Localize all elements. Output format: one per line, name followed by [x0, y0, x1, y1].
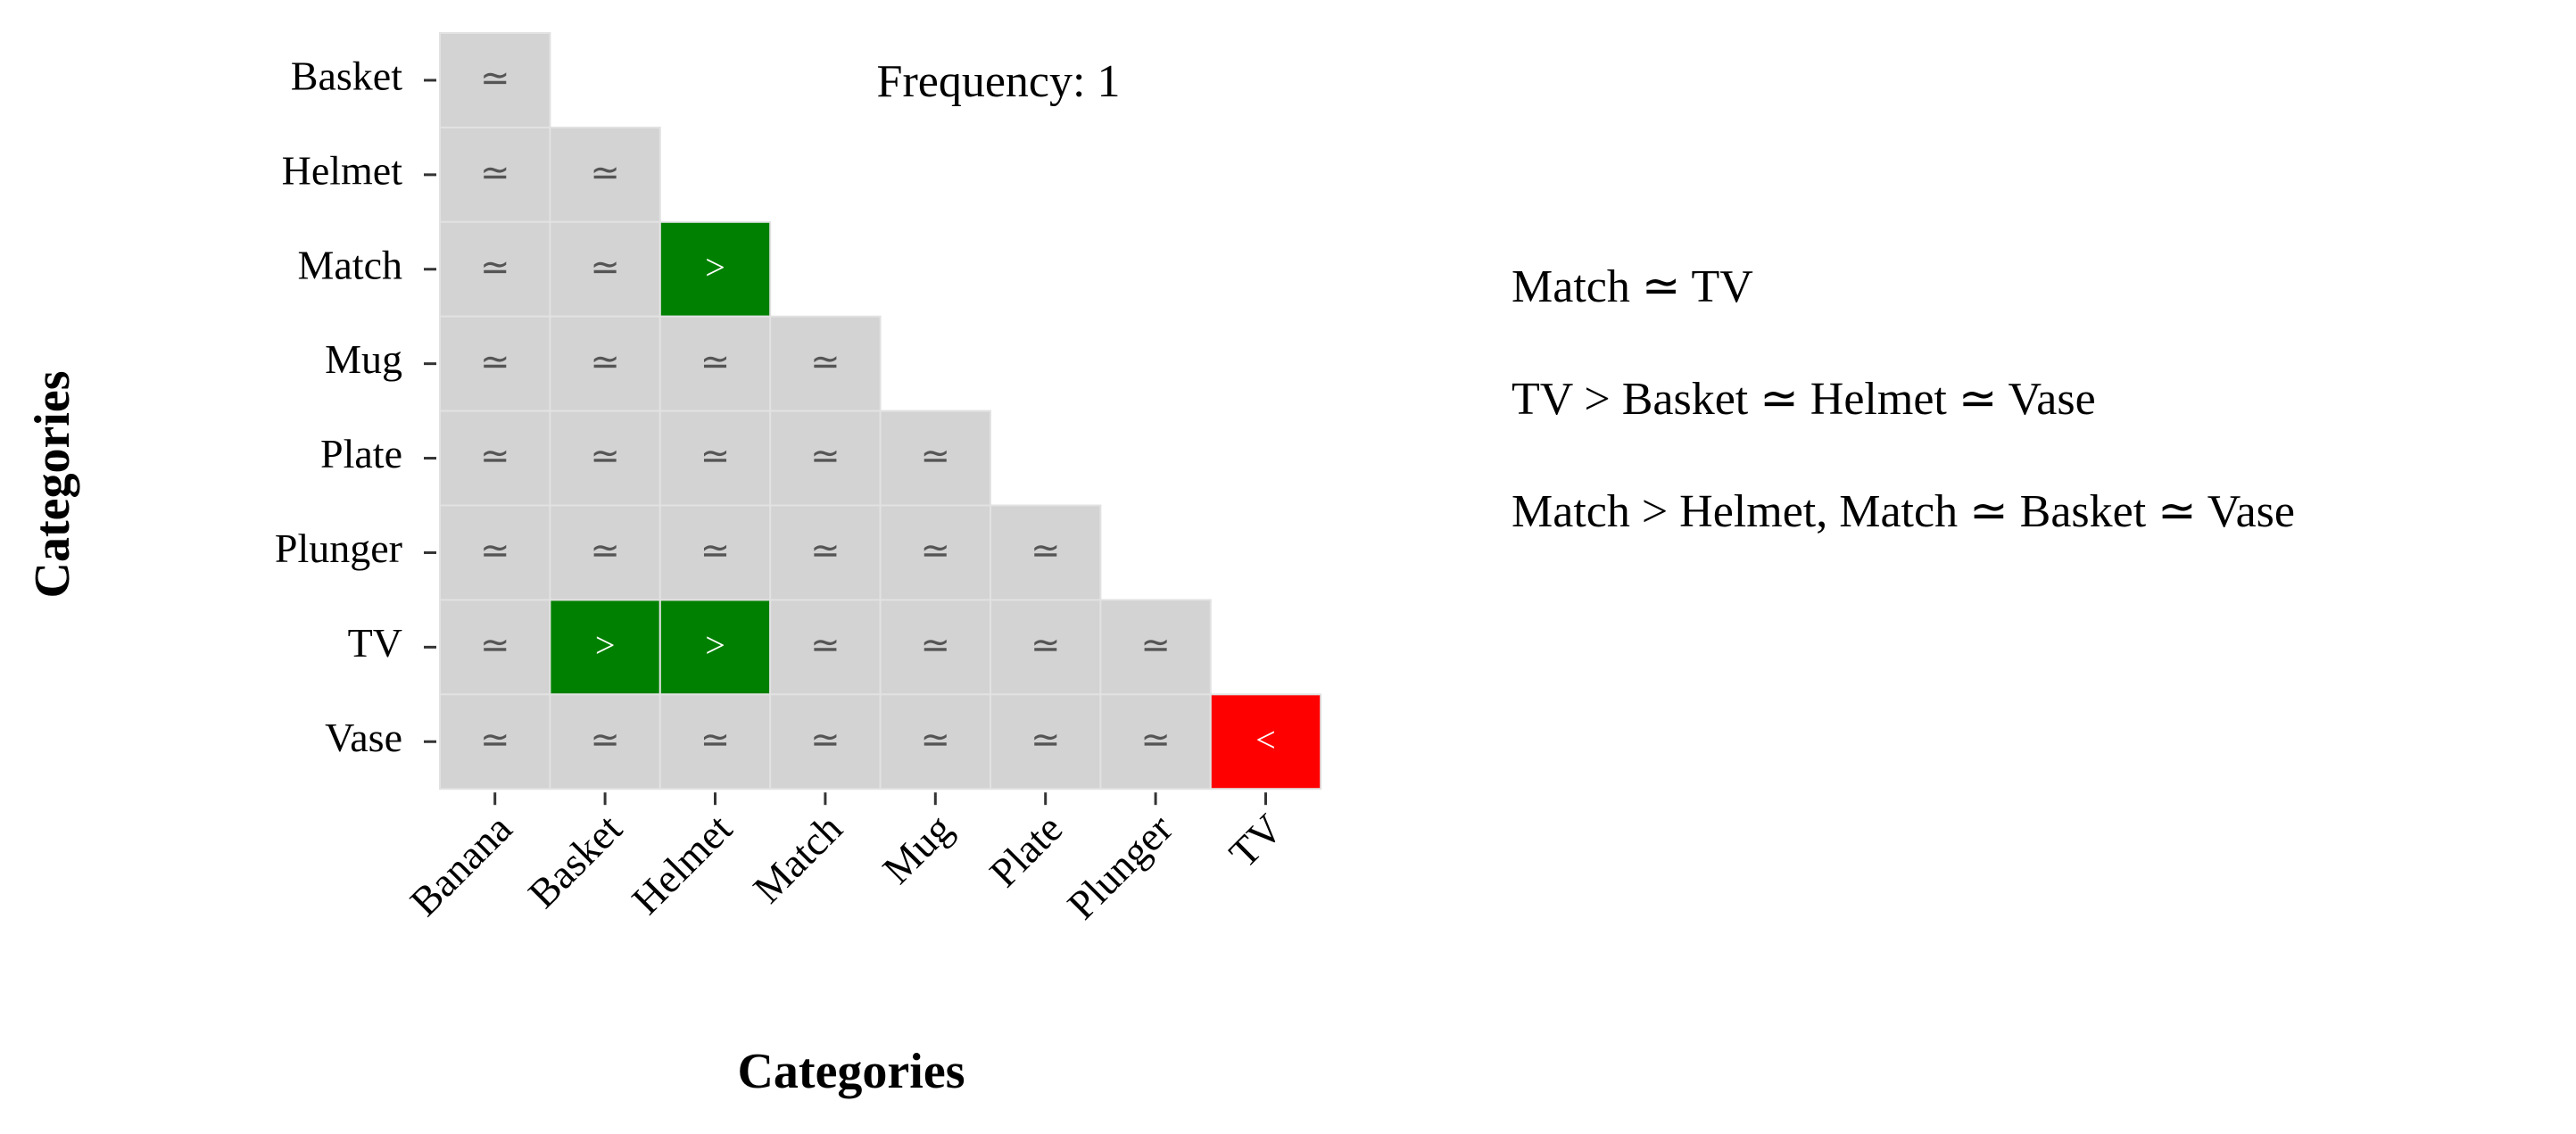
cell	[658, 410, 772, 507]
cell-label: ≃	[921, 625, 951, 666]
summary-line: TV > Basket ≃ Helmet ≃ Vase	[1512, 374, 2096, 425]
cell	[1099, 599, 1212, 696]
cell-label: ≃	[590, 531, 620, 571]
cell	[769, 315, 882, 412]
cell-label: ≃	[480, 719, 510, 759]
cell-label: ≃	[921, 531, 951, 571]
y-tick-label: TV	[348, 620, 402, 666]
cell	[658, 315, 772, 412]
summary-line: Match ≃ TV	[1512, 261, 1753, 312]
cell	[879, 599, 991, 696]
cell-label: ≃	[1140, 719, 1171, 759]
y-tick-label: Match	[297, 242, 402, 287]
cell-label: ≃	[480, 531, 510, 571]
cell-label: ≃	[700, 719, 731, 759]
cell-label: ≃	[1031, 531, 1061, 571]
cell-label: ≃	[480, 625, 510, 666]
cell	[879, 693, 991, 790]
cell-label: ≃	[590, 436, 620, 476]
y-axis-title: Categories	[25, 370, 80, 598]
cell-label: >	[595, 625, 616, 666]
cell-label: ≃	[700, 531, 731, 571]
cell-label: >	[705, 247, 725, 287]
cell	[769, 599, 882, 696]
annotation: Frequency: 1	[877, 56, 1121, 107]
cell	[658, 693, 772, 790]
cell-label: ≃	[1031, 719, 1061, 759]
cell	[549, 599, 661, 696]
y-tick-label: Vase	[325, 715, 402, 760]
y-tick-label: Basket	[291, 54, 402, 99]
cell	[769, 504, 882, 601]
cell-label: ≃	[700, 436, 731, 476]
cell	[1099, 693, 1212, 790]
cell-label: ≃	[1031, 625, 1061, 666]
cell-label: ≃	[480, 58, 510, 98]
cell-label: <	[1255, 719, 1276, 759]
y-tick-label: Plate	[320, 431, 402, 476]
cell	[439, 693, 551, 790]
cell	[879, 410, 991, 507]
cell-label: ≃	[590, 719, 620, 759]
cell-label: ≃	[700, 342, 731, 382]
cell-label: ≃	[480, 247, 510, 287]
cell	[1209, 693, 1322, 790]
y-tick-label: Mug	[325, 336, 402, 382]
cell-label: ≃	[480, 153, 510, 193]
cell	[549, 315, 661, 412]
y-tick-label: Plunger	[275, 526, 402, 571]
cell	[439, 126, 551, 223]
x-axis-title: Categories	[737, 1044, 965, 1099]
cell-label: ≃	[480, 342, 510, 382]
cell	[549, 410, 661, 507]
cell	[439, 504, 551, 601]
cell-label: ≃	[810, 531, 841, 571]
cell-label: ≃	[1140, 625, 1171, 666]
cell	[658, 504, 772, 601]
cell	[769, 410, 882, 507]
cell-label: ≃	[590, 247, 620, 287]
cell-label: ≃	[810, 342, 841, 382]
cell-label: >	[705, 625, 725, 666]
cell-label: ≃	[810, 625, 841, 666]
cell	[439, 32, 551, 128]
cell	[549, 693, 661, 790]
cell	[990, 504, 1102, 601]
cell-label: ≃	[810, 719, 841, 759]
cell-label: ≃	[810, 436, 841, 476]
summary-line: Match > Helmet, Match ≃ Basket ≃ Vase	[1512, 486, 2295, 537]
cell	[549, 504, 661, 601]
cell	[439, 599, 551, 696]
cell-label: ≃	[480, 436, 510, 476]
cell-label: ≃	[921, 719, 951, 759]
cell-label: ≃	[590, 153, 620, 193]
cell-label: ≃	[921, 436, 951, 476]
y-tick-label: Helmet	[282, 147, 403, 193]
cell	[658, 599, 772, 696]
cell	[549, 126, 661, 223]
cell-label: ≃	[590, 342, 620, 382]
